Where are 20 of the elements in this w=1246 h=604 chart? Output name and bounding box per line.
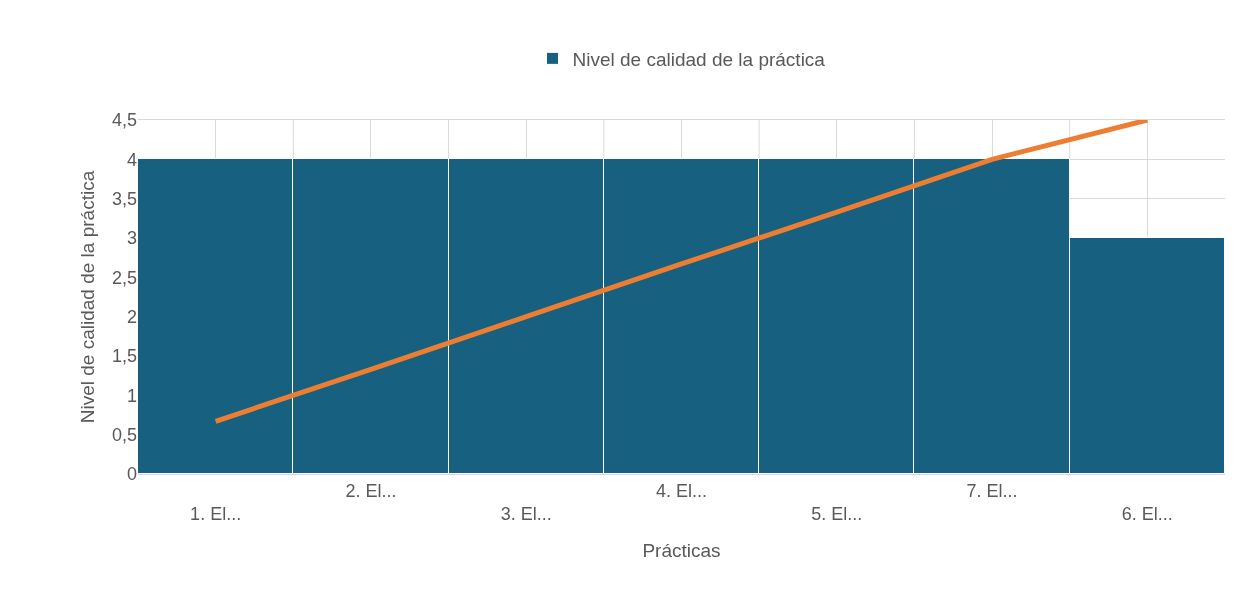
y-tick-label: 3 xyxy=(126,228,137,249)
y-tick-label: 4 xyxy=(126,149,137,170)
x-tick-label: 1. El... xyxy=(190,504,242,524)
x-tick-label: 7. El... xyxy=(966,480,1018,501)
y-tick-label: 1 xyxy=(126,385,137,406)
x-tick-label: 5. El... xyxy=(811,504,863,524)
x-tick-label: 3. El... xyxy=(500,504,552,524)
x-axis-title: Prácticas xyxy=(642,539,721,561)
legend-label: Nivel de calidad de la práctica xyxy=(572,48,826,70)
y-axis-title: Nivel de calidad de la práctica xyxy=(76,170,98,424)
y-tick-label: 2 xyxy=(126,306,137,327)
y-tick-label: 0 xyxy=(126,464,137,485)
y-tick-label: 2,5 xyxy=(111,267,137,288)
y-tick-label: 3,5 xyxy=(111,188,137,209)
x-tick-label: 6. El... xyxy=(1121,504,1173,524)
y-tick-label: 4,5 xyxy=(111,110,137,131)
x-tick-label: 4. El... xyxy=(655,480,708,501)
y-tick-label: 0,5 xyxy=(111,424,137,445)
x-tick-label: 2. El... xyxy=(345,480,397,501)
y-tick-label: 1,5 xyxy=(111,346,137,367)
